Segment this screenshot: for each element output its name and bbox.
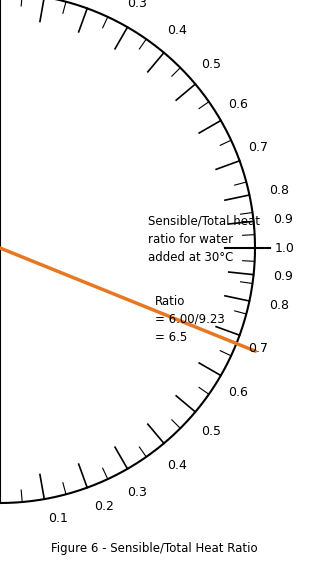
Text: Ratio
= 6.00/9.23
= 6.5: Ratio = 6.00/9.23 = 6.5 [155, 295, 225, 344]
Text: 0.6: 0.6 [228, 97, 248, 111]
Text: 0.4: 0.4 [167, 459, 187, 472]
Text: 0.4: 0.4 [167, 24, 187, 37]
Text: 0.1: 0.1 [48, 512, 68, 525]
Text: Figure 6 - Sensible/Total Heat Ratio: Figure 6 - Sensible/Total Heat Ratio [51, 542, 257, 555]
Text: 0.7: 0.7 [248, 342, 269, 355]
Text: 0.8: 0.8 [269, 299, 289, 311]
Text: 0.3: 0.3 [128, 486, 147, 499]
Text: 0.3: 0.3 [128, 0, 147, 10]
Text: 0.9: 0.9 [273, 270, 293, 283]
Text: Sensible/Total heat
ratio for water
added at 30°C: Sensible/Total heat ratio for water adde… [148, 215, 260, 264]
Text: 0.7: 0.7 [248, 141, 269, 154]
Text: 0.9: 0.9 [273, 213, 293, 226]
Text: 1.0: 1.0 [275, 241, 295, 255]
Text: 0.5: 0.5 [201, 58, 221, 71]
Text: 0.8: 0.8 [269, 184, 289, 197]
Text: 0.5: 0.5 [201, 425, 221, 438]
Text: 0.6: 0.6 [228, 386, 248, 398]
Text: 0.2: 0.2 [94, 500, 114, 513]
